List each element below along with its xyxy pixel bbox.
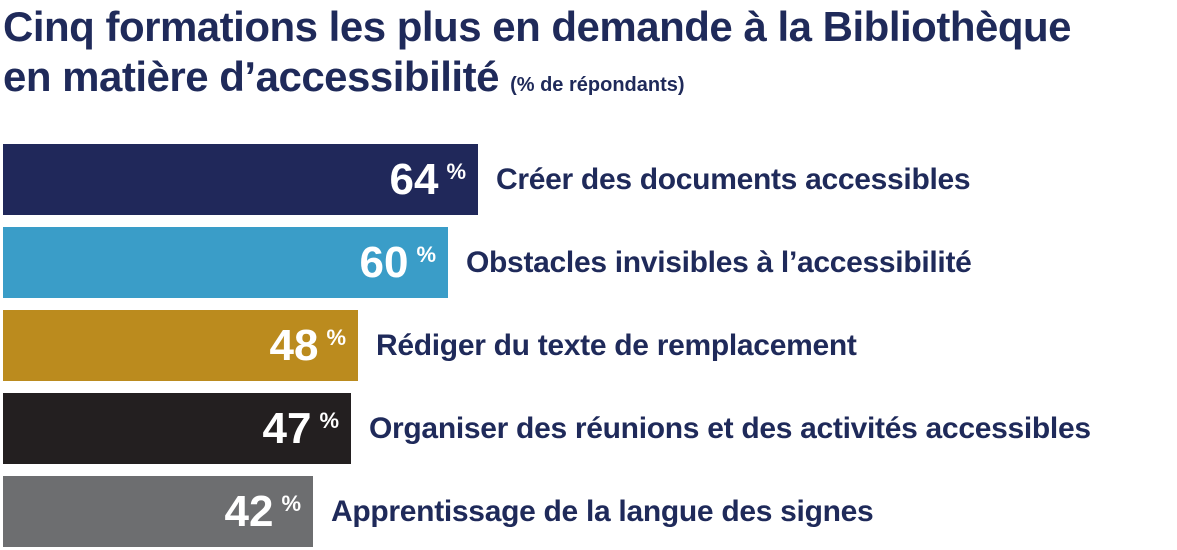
bar-row: 60% Obstacles invisibles à l’accessibili…: [3, 227, 972, 298]
bar-label: Créer des documents accessibles: [496, 162, 971, 196]
bar-row: 42% Apprentissage de la langue des signe…: [3, 476, 874, 547]
bar-row: 64% Créer des documents accessibles: [3, 144, 971, 215]
bar-label: Rédiger du texte de remplacement: [376, 328, 857, 362]
bar-value: 60: [359, 237, 409, 287]
bar-label: Obstacles invisibles à l’accessibilité: [466, 245, 972, 279]
bar-label: Organiser des réunions et des activités …: [369, 411, 1091, 445]
bar-row: 48% Rédiger du texte de remplacement: [3, 310, 857, 381]
percent-sign: %: [326, 324, 346, 350]
bar: 47%: [3, 393, 351, 464]
chart-subtitle: (% de répondants): [510, 74, 685, 96]
bar-value: 48: [269, 320, 319, 370]
bar-value: 47: [262, 403, 312, 453]
bar-value: 64: [389, 154, 439, 204]
percent-sign: %: [416, 241, 436, 267]
bar: 64%: [3, 144, 478, 215]
chart-title-line2-text: en matière d’accessibilité: [3, 53, 499, 100]
percent-sign: %: [446, 158, 466, 184]
bar: 60%: [3, 227, 448, 298]
chart-title-line2: en matière d’accessibilité (% de réponda…: [3, 52, 1071, 110]
bar-label: Apprentissage de la langue des signes: [331, 494, 874, 528]
bar-row: 47% Organiser des réunions et des activi…: [3, 393, 1091, 464]
chart-title-line1: Cinq formations les plus en demande à la…: [3, 3, 1072, 50]
bar: 42%: [3, 476, 313, 547]
bar: 48%: [3, 310, 358, 381]
chart-title: Cinq formations les plus en demande à la…: [3, 2, 1072, 110]
bar-value: 42: [224, 486, 274, 536]
percent-sign: %: [281, 490, 301, 516]
percent-sign: %: [319, 407, 339, 433]
